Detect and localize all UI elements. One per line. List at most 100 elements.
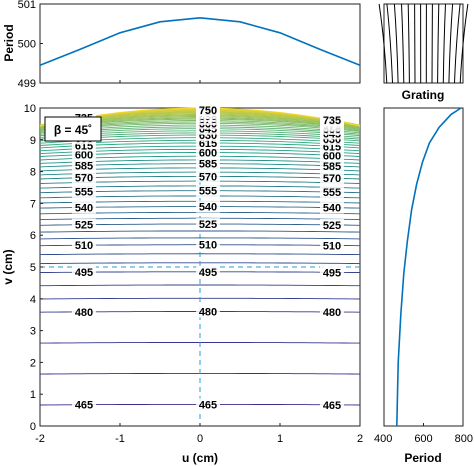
contour-label-bg: [72, 398, 96, 411]
contour-label-right: 510: [323, 240, 341, 252]
contour-label-left: 540: [75, 202, 93, 214]
right-x-tick-label: 600: [414, 433, 432, 445]
main-y-tick-label: 0: [30, 421, 36, 433]
contour-label-center: 600: [199, 148, 217, 160]
main-x-tick-label: 2: [357, 433, 363, 445]
grating-lines: [378, 3, 469, 84]
main-x-tick-label: -2: [35, 433, 45, 445]
contour-label-right: 570: [323, 173, 341, 185]
contour-label-bg: [196, 218, 220, 231]
main-x-axis-label: u (cm): [182, 451, 218, 465]
contour-label-bg: [196, 146, 220, 159]
contour-label-bg: [196, 238, 220, 251]
contour-label-bg: [320, 186, 344, 199]
contour-label-bg: [196, 104, 220, 117]
contour-label-bg: [320, 266, 344, 279]
contour-label-left: 600: [75, 150, 93, 162]
contour-label-center: 510: [199, 240, 217, 252]
grating-title: Grating: [402, 88, 445, 102]
contour-label-left: 495: [75, 267, 93, 279]
main-x-tick-label: 0: [197, 433, 203, 445]
main-y-tick-label: 1: [30, 389, 36, 401]
top-period-panel: 499 500 501 Period: [2, 0, 361, 90]
right-period-panel: 400 600 800 Period: [374, 107, 473, 465]
top-y-axis-label: Period: [2, 24, 16, 61]
contour-label-center: 540: [199, 202, 217, 214]
main-y-tick-label: 9: [30, 135, 36, 147]
main-y-axis-label: v (cm): [1, 249, 15, 284]
contour-label-bg: [72, 148, 96, 161]
contour-label-bg: [196, 265, 220, 278]
contour-label-bg: [72, 159, 96, 172]
dashed-guides: [40, 108, 360, 426]
contour-label-bg: [196, 170, 220, 183]
contour-label-center: 480: [199, 307, 217, 319]
contour-label-left: 525: [75, 220, 93, 232]
right-period-curve: [396, 107, 462, 427]
contour-label-bg: [72, 201, 96, 214]
contour-label-bg: [320, 159, 344, 172]
contour-label-bg: [320, 398, 344, 411]
contour-label-bg: [196, 398, 220, 411]
main-x-tick-label: 1: [277, 433, 283, 445]
contour-label-left: 555: [75, 187, 93, 199]
contour-label-bg: [196, 157, 220, 170]
beta-annotation: β = 45˚: [54, 123, 92, 137]
contour-label-right: 525: [323, 220, 341, 232]
grating-frame: [383, 3, 464, 84]
contour-line: [39, 230, 361, 233]
contour-label-center: 750: [199, 105, 217, 117]
right-x-ticks: 400 600 800: [374, 423, 473, 445]
main-y-tick-label: 6: [30, 230, 36, 242]
contour-label-bg: [320, 239, 344, 252]
grating-line: [454, 3, 461, 84]
grating-line: [448, 3, 454, 84]
contour-label-center: 555: [199, 186, 217, 198]
top-y-tick-label: 501: [18, 0, 36, 11]
grating-line: [393, 3, 399, 84]
right-x-tick-label: 400: [374, 433, 392, 445]
contour-label-center: 570: [199, 171, 217, 183]
grating-line: [442, 3, 446, 84]
main-y-tick-label: 10: [24, 103, 36, 115]
contour-label-bg: [196, 305, 220, 318]
contour-label-left: 570: [75, 173, 93, 185]
grating-line: [459, 3, 469, 84]
contour-label-bg: [320, 113, 344, 126]
contour-label-center: 585: [199, 159, 217, 171]
main-y-tick-label: 2: [30, 357, 36, 369]
grating-panel: Grating: [378, 3, 469, 102]
grating-line: [378, 3, 388, 84]
contour-label-bg: [72, 239, 96, 252]
contour-label-center: 495: [199, 267, 217, 279]
contour-label-bg: [320, 218, 344, 231]
contour-label-bg: [320, 172, 344, 185]
contour-label-bg: [72, 171, 96, 184]
grating-line: [401, 3, 405, 84]
grating-line: [437, 3, 440, 84]
main-y-tick-label: 4: [30, 294, 36, 306]
contour-label-right: 735: [323, 115, 341, 127]
contour-label-center: 525: [199, 219, 217, 231]
contour-label-right: 540: [323, 203, 341, 215]
top-y-ticks: 499 500 501: [18, 0, 281, 90]
contour-label-bg: [72, 185, 96, 198]
main-contour-panel: 4654804955105255405555705856006156306456…: [1, 103, 363, 465]
right-plot-frame: [383, 107, 464, 427]
main-y-tick-label: 7: [30, 198, 36, 210]
contour-label-left: 510: [75, 240, 93, 252]
main-x-ticks: -2 -1 0 1 2: [35, 423, 363, 445]
contour-label-right: 585: [323, 161, 341, 173]
contour-label-left: 465: [75, 400, 93, 412]
main-y-tick-label: 3: [30, 326, 36, 338]
top-y-tick-label: 500: [18, 39, 36, 51]
contour-label-right: 495: [323, 267, 341, 279]
contour-label-right: 555: [323, 187, 341, 199]
grating-line: [386, 3, 393, 84]
top-y-tick-label: 499: [18, 78, 36, 90]
right-x-axis-label: Period: [404, 451, 441, 465]
contour-line: [40, 284, 360, 287]
contour-label-right: 600: [323, 150, 341, 162]
top-plot-frame: [39, 3, 361, 84]
